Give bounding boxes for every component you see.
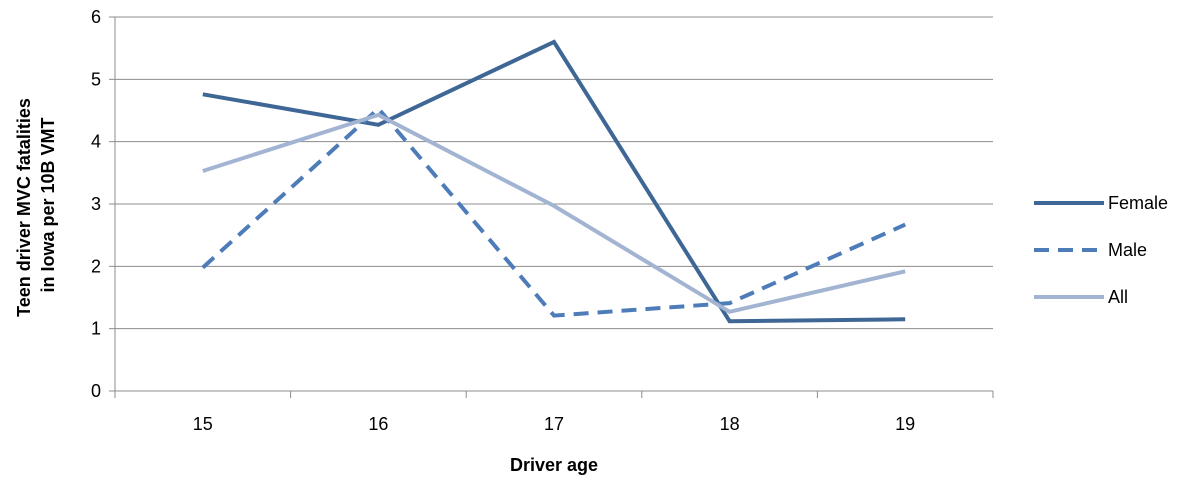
y-tick-label-1: 1 xyxy=(91,319,101,339)
x-tick-label-15: 15 xyxy=(193,414,213,434)
y-tick-label-5: 5 xyxy=(91,69,101,89)
axes xyxy=(109,16,994,398)
series-lines xyxy=(201,39,907,324)
y-tick-label-3: 3 xyxy=(91,194,101,214)
tick-labels: 0 1 2 3 4 5 6 15 16 17 18 19 xyxy=(91,7,915,434)
y-tick-label-6: 6 xyxy=(91,7,101,27)
legend-label-all: All xyxy=(1108,287,1128,307)
y-axis-title: Teen driver MVC fatalities in Iowa per 1… xyxy=(14,93,58,317)
y-tick-label-2: 2 xyxy=(91,256,101,276)
y-tick-label-0: 0 xyxy=(91,381,101,401)
x-axis-title: Driver age xyxy=(510,455,598,475)
legend: Female Male All xyxy=(1034,193,1168,307)
series-line-all xyxy=(202,112,906,314)
x-tick-label-19: 19 xyxy=(895,414,915,434)
legend-label-male: Male xyxy=(1108,240,1147,260)
x-tick-label-17: 17 xyxy=(544,414,564,434)
x-tick-label-18: 18 xyxy=(720,414,740,434)
x-tick-label-16: 16 xyxy=(368,414,388,434)
y-axis-title-line-2: in Iowa per 10B VMT xyxy=(38,117,58,292)
series-line-male xyxy=(201,105,907,318)
y-axis-title-line-1: Teen driver MVC fatalities xyxy=(14,98,34,317)
series-line-female xyxy=(202,39,906,324)
y-tick-label-4: 4 xyxy=(91,132,101,152)
legend-label-female: Female xyxy=(1108,193,1168,213)
